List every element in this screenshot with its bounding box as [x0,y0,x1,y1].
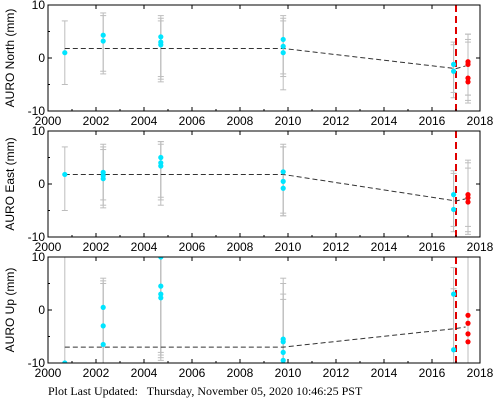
data-point-cyan [158,295,164,301]
y-axis-label: AURO Up (mm) [3,268,17,353]
data-point-cyan [280,339,286,345]
y-tick-label: -10 [28,356,46,370]
data-point-cyan [280,50,286,56]
trend-line [64,326,466,348]
x-tick-label: 2012 [323,240,350,254]
y-tick-label: 10 [32,124,46,138]
data-point-red [465,331,471,337]
x-tick-label: 2018 [467,366,493,380]
x-tick-label: 2016 [419,366,446,380]
data-point-cyan [158,291,164,297]
x-tick-label: 2012 [323,366,350,380]
trend-line [64,173,466,202]
data-point-cyan [451,68,457,74]
x-tick-label: 2006 [179,114,206,128]
x-tick-label: 2012 [323,114,350,128]
chart-panel-3: 2000 2002 2004 2006 2008 2010 2012 2014 2016 2018… [3,250,493,380]
x-tick-label: 2010 [275,366,302,380]
x-tick-label: 2018 [467,114,493,128]
x-tick-label: 2018 [467,240,493,254]
data-point-red [465,312,471,318]
data-point-cyan [158,163,164,169]
plot-area [61,5,471,111]
x-tick-label: 2006 [179,366,206,380]
data-point-cyan [62,171,68,178]
data-point-cyan [100,176,106,182]
data-point-cyan [100,323,106,329]
y-tick-label: -10 [28,230,46,244]
data-point-red [465,79,471,85]
x-tick-label: 2000 [35,240,62,254]
data-point-cyan [451,61,457,67]
plot-frame [47,4,481,112]
plot-frame [47,130,481,238]
data-point-cyan [62,50,68,56]
data-point-cyan [100,341,106,348]
chart-panel-1: 2000 2002 2004 2006 2008 2010 2012 2014 2016 2018… [3,0,493,128]
x-tick-label: 2004 [131,366,158,380]
y-tick-label: -10 [28,104,46,118]
x-tick-label: 2014 [371,114,398,128]
chart-panel-2: 2000 2002 2004 2006 2008 2010 2012 2014 2016 2018… [3,124,493,254]
x-tick-label: 2000 [35,366,62,380]
data-point-cyan [100,304,106,310]
data-point-red [465,320,471,326]
data-point-cyan [280,349,286,355]
data-point-red [465,75,471,81]
x-tick-label: 2016 [419,114,446,128]
data-point-cyan [280,169,286,175]
data-point-cyan [451,192,457,198]
data-point-cyan [100,32,106,38]
plot-updated-footer: Plot Last Updated: Thursday, November 05… [48,384,363,398]
data-point-red [465,195,471,201]
x-tick-label: 2008 [227,366,254,380]
data-point-cyan [158,34,164,40]
x-tick-label: 2016 [419,240,446,254]
data-point-cyan [158,42,164,48]
plot-area [61,257,471,363]
x-tick-label: 2010 [275,240,302,254]
data-point-red [465,61,471,67]
x-tick-label: 2002 [83,366,110,380]
data-point-cyan [158,257,164,260]
data-point-cyan [280,43,286,49]
y-axis-label: AURO East (mm) [3,137,17,230]
x-tick-label: 2006 [179,240,206,254]
data-point-cyan [158,154,164,161]
y-tick-label: 10 [32,250,46,264]
y-axis-label: AURO North (mm) [3,9,17,108]
y-tick-label: 0 [38,51,45,65]
data-point-cyan [451,291,457,297]
data-point-cyan [280,357,286,363]
data-point-red [465,199,471,205]
y-tick-label: 10 [32,0,46,12]
data-point-cyan [100,38,106,44]
x-tick-label: 2014 [371,240,398,254]
x-tick-label: 2002 [83,240,110,254]
y-tick-label: 0 [38,177,45,191]
x-tick-label: 2010 [275,114,302,128]
data-point-cyan [280,36,286,43]
data-point-cyan [280,178,286,184]
x-tick-label: 2000 [35,114,62,128]
y-tick-label: 0 [38,303,45,317]
x-tick-label: 2014 [371,366,398,380]
x-tick-label: 2004 [131,240,158,254]
data-point-cyan [62,360,68,363]
data-point-cyan [451,206,457,213]
x-tick-label: 2008 [227,114,254,128]
data-point-cyan [280,185,286,191]
data-point-cyan [158,283,164,289]
x-tick-label: 2002 [83,114,110,128]
data-point-cyan [451,347,457,353]
data-point-red [465,339,471,345]
x-tick-label: 2004 [131,114,158,128]
x-tick-label: 2008 [227,240,254,254]
trend-line [64,47,466,70]
plot-area [61,131,471,237]
